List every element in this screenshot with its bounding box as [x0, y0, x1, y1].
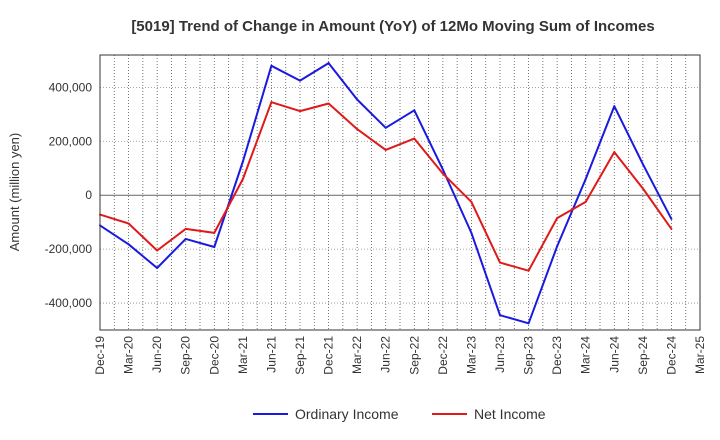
- data-point: [641, 163, 644, 166]
- data-point: [241, 178, 244, 181]
- y-tick-label: 200,000: [49, 134, 93, 148]
- x-tick-label: Dec-19: [93, 336, 107, 375]
- grid: [99, 55, 701, 330]
- data-point: [184, 227, 187, 230]
- y-tick-label: 400,000: [49, 80, 93, 94]
- x-tick-label: Dec-20: [207, 336, 221, 375]
- data-point: [356, 98, 359, 101]
- legend-label-ordinary-income: Ordinary Income: [295, 406, 399, 422]
- data-point: [413, 137, 416, 140]
- data-point: [670, 227, 673, 230]
- legend: Ordinary Income Net Income: [253, 406, 546, 422]
- y-axis-title: Amount (million yen): [7, 133, 22, 252]
- data-point: [241, 160, 244, 163]
- data-point: [527, 269, 530, 272]
- data-point: [527, 322, 530, 325]
- data-point: [499, 314, 501, 317]
- x-tick-label: Sep-21: [293, 336, 307, 375]
- plot-area: [99, 54, 701, 331]
- data-point: [213, 245, 216, 248]
- data-point: [584, 200, 587, 203]
- data-point: [470, 200, 473, 203]
- data-point: [441, 172, 444, 175]
- data-point: [270, 64, 273, 67]
- data-point: [327, 102, 330, 105]
- x-tick-label: Sep-20: [179, 336, 193, 375]
- data-point: [670, 217, 673, 220]
- data-point: [156, 249, 159, 252]
- y-axis-ticks: 400,000 200,000 0 -200,000 -400,000: [45, 80, 93, 310]
- y-tick-label: -400,000: [45, 296, 93, 310]
- legend-label-net-income: Net Income: [474, 406, 546, 422]
- x-tick-label: Dec-21: [322, 336, 336, 375]
- data-point: [413, 109, 416, 112]
- data-point: [299, 79, 301, 82]
- data-point: [613, 151, 616, 154]
- x-tick-label: Mar-24: [579, 336, 593, 374]
- data-point: [384, 126, 387, 129]
- x-tick-label: Dec-24: [664, 336, 678, 375]
- x-tick-label: Sep-23: [522, 336, 536, 375]
- plot-border: [99, 54, 701, 331]
- x-tick-label: Jun-24: [607, 336, 621, 373]
- x-tick-label: Mar-22: [350, 336, 364, 374]
- x-tick-label: Jun-20: [150, 336, 164, 373]
- y-tick-label: 0: [85, 188, 92, 202]
- data-point: [584, 178, 587, 181]
- x-tick-label: Sep-22: [407, 336, 421, 375]
- data-point: [613, 105, 616, 108]
- x-tick-label: Jun-22: [379, 336, 393, 373]
- data-point: [556, 245, 559, 248]
- data-point: [127, 222, 130, 225]
- data-point: [327, 62, 330, 65]
- data-point: [556, 217, 559, 220]
- data-point: [213, 231, 216, 234]
- chart-title: [5019] Trend of Change in Amount (YoY) o…: [131, 18, 654, 35]
- data-point: [441, 168, 444, 171]
- x-tick-label: Jun-21: [264, 336, 278, 373]
- data-point: [356, 128, 359, 131]
- x-tick-label: Dec-22: [436, 336, 450, 375]
- x-tick-label: Sep-24: [636, 336, 650, 375]
- data-point: [470, 231, 473, 234]
- data-point: [184, 237, 187, 240]
- x-tick-label: Jun-23: [493, 336, 507, 373]
- data-point: [270, 101, 273, 104]
- data-point: [499, 261, 501, 264]
- x-axis-ticks: Dec-19 Mar-20 Jun-20 Sep-20 Dec-20 Mar-21 Jun-…: [93, 336, 707, 375]
- x-tick-label: Mar-21: [236, 336, 250, 374]
- x-tick-label: Mar-20: [122, 336, 136, 374]
- y-tick-label: -200,000: [45, 242, 93, 256]
- plot-background: [100, 55, 700, 330]
- x-tick-label: Mar-23: [464, 336, 478, 374]
- data-point: [156, 266, 159, 269]
- data-point: [384, 148, 387, 151]
- data-point: [641, 187, 644, 190]
- x-tick-label: Dec-23: [550, 336, 564, 375]
- x-tick-label: Mar-25: [693, 336, 707, 374]
- data-point: [299, 110, 301, 113]
- series-layer: [99, 62, 673, 325]
- data-point: [127, 243, 130, 246]
